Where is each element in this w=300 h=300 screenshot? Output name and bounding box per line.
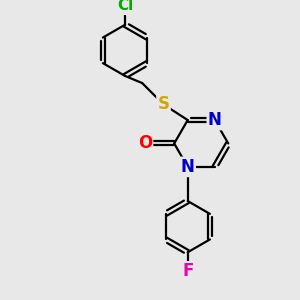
Text: S: S: [158, 95, 169, 113]
Text: N: N: [181, 158, 195, 176]
Text: N: N: [208, 111, 222, 129]
Text: Cl: Cl: [117, 0, 133, 13]
Text: F: F: [182, 262, 194, 280]
Text: O: O: [138, 134, 152, 152]
